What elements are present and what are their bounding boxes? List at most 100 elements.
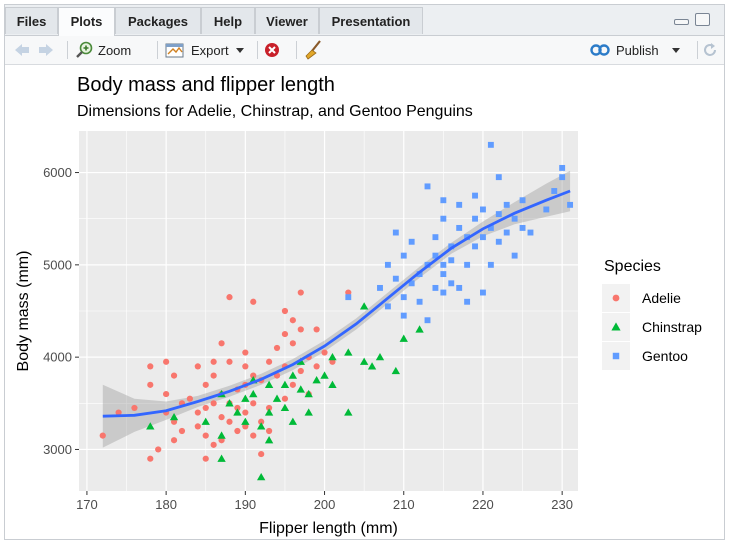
remove-plot-button[interactable] bbox=[264, 36, 280, 64]
export-menu-button[interactable]: Export bbox=[165, 36, 244, 64]
adelie-point bbox=[155, 446, 162, 453]
gentoo-point bbox=[440, 197, 447, 204]
maximize-icon[interactable] bbox=[695, 13, 710, 26]
adelie-point bbox=[210, 372, 217, 379]
zoom-button[interactable]: Zoom bbox=[75, 36, 131, 64]
adelie-point bbox=[194, 363, 201, 370]
gentoo-point bbox=[543, 206, 550, 213]
adelie-point bbox=[258, 418, 265, 425]
adelie-point bbox=[250, 432, 257, 439]
x-tick-label: 180 bbox=[155, 497, 177, 512]
gentoo-point bbox=[551, 188, 558, 194]
tab-viewer[interactable]: Viewer bbox=[255, 7, 319, 34]
adelie-point bbox=[194, 409, 201, 416]
gentoo-point bbox=[440, 261, 447, 268]
gentoo-point bbox=[527, 229, 534, 236]
y-tick-label: 6000 bbox=[43, 165, 72, 180]
gentoo-point bbox=[416, 298, 423, 305]
chinstrap-point bbox=[367, 362, 377, 370]
adelie-point bbox=[147, 363, 154, 370]
adelie-point bbox=[194, 423, 201, 430]
gentoo-point bbox=[384, 303, 391, 310]
adelie-point bbox=[226, 418, 233, 425]
chinstrap-legend-marker bbox=[611, 322, 621, 331]
chinstrap-point bbox=[328, 352, 337, 361]
clear-all-plots-button[interactable] bbox=[303, 36, 323, 64]
gentoo-point bbox=[432, 284, 439, 291]
zoom-icon bbox=[75, 41, 93, 59]
tab-presentation[interactable]: Presentation bbox=[319, 7, 423, 34]
gentoo-point bbox=[448, 257, 455, 264]
chinstrap-point bbox=[359, 357, 369, 365]
gentoo-point bbox=[440, 289, 447, 296]
legend-entry-label: Gentoo bbox=[642, 348, 688, 364]
adelie-point bbox=[170, 372, 178, 379]
minimize-icon[interactable] bbox=[674, 19, 689, 25]
tab-plots[interactable]: Plots bbox=[58, 7, 115, 36]
legend-entry-label: Chinstrap bbox=[642, 319, 702, 335]
adelie-point bbox=[226, 294, 233, 301]
chinstrap-point bbox=[391, 366, 401, 375]
adelie-point bbox=[218, 414, 225, 421]
gentoo-point bbox=[503, 201, 510, 208]
adelie-point bbox=[115, 409, 122, 416]
gentoo-point bbox=[416, 271, 423, 278]
chinstrap-point bbox=[264, 380, 274, 388]
gentoo-point bbox=[567, 201, 574, 208]
gentoo-point bbox=[472, 192, 478, 199]
dropdown-arrow-icon bbox=[235, 47, 244, 53]
chinstrap-point bbox=[256, 422, 266, 430]
dropdown-arrow-icon bbox=[671, 47, 680, 53]
adelie-point bbox=[226, 358, 233, 365]
y-tick-label: 5000 bbox=[43, 257, 72, 272]
refresh-plot-button[interactable] bbox=[701, 36, 719, 64]
adelie-point bbox=[250, 372, 257, 379]
chinstrap-point bbox=[288, 417, 298, 425]
publish-button[interactable]: Publish bbox=[590, 36, 680, 64]
gentoo-point bbox=[480, 289, 486, 296]
chinstrap-point bbox=[304, 389, 313, 398]
tab-files[interactable]: Files bbox=[5, 7, 58, 34]
tab-packages[interactable]: Packages bbox=[115, 7, 201, 34]
gentoo-point bbox=[432, 234, 439, 241]
adelie-point bbox=[234, 404, 241, 412]
x-axis-label: Flipper length (mm) bbox=[259, 520, 398, 537]
chinstrap-point bbox=[359, 302, 369, 310]
gentoo-point bbox=[392, 229, 399, 236]
adelie-point bbox=[313, 363, 320, 370]
adelie-point bbox=[265, 427, 273, 435]
adelie-point bbox=[281, 395, 289, 402]
back-arrow-icon[interactable] bbox=[13, 36, 31, 64]
chinstrap-point bbox=[249, 389, 258, 398]
gentoo-point bbox=[345, 294, 352, 301]
chinstrap-point bbox=[280, 380, 290, 388]
export-icon bbox=[165, 41, 187, 59]
adelie-point bbox=[170, 437, 178, 444]
adelie-point bbox=[202, 455, 209, 462]
chinstrap-point bbox=[272, 394, 282, 402]
adelie-point bbox=[250, 400, 257, 407]
adelie-point bbox=[289, 317, 296, 324]
x-tick-label: 220 bbox=[472, 497, 494, 512]
chinstrap-point bbox=[328, 380, 337, 388]
adelie-point bbox=[234, 427, 241, 435]
gentoo-point bbox=[495, 238, 502, 245]
scatter-plot: Body mass and flipper length Dimensions … bbox=[15, 74, 702, 537]
gentoo-point bbox=[377, 284, 383, 291]
tab-help[interactable]: Help bbox=[201, 7, 255, 34]
forward-arrow-icon[interactable] bbox=[37, 36, 55, 64]
gentoo-point bbox=[400, 294, 407, 301]
adelie-point bbox=[147, 455, 154, 462]
gentoo-point bbox=[487, 261, 494, 268]
gentoo-point bbox=[472, 243, 478, 250]
gentoo-point bbox=[503, 229, 510, 236]
y-tick-label: 4000 bbox=[43, 350, 72, 365]
gentoo-point bbox=[464, 261, 471, 268]
gentoo-point bbox=[392, 275, 399, 282]
x-tick-label: 210 bbox=[393, 497, 415, 512]
gentoo-point bbox=[487, 224, 494, 231]
gentoo-point bbox=[408, 238, 415, 245]
gentoo-point bbox=[424, 183, 431, 190]
adelie-point bbox=[210, 441, 217, 448]
adelie-point bbox=[345, 289, 352, 296]
